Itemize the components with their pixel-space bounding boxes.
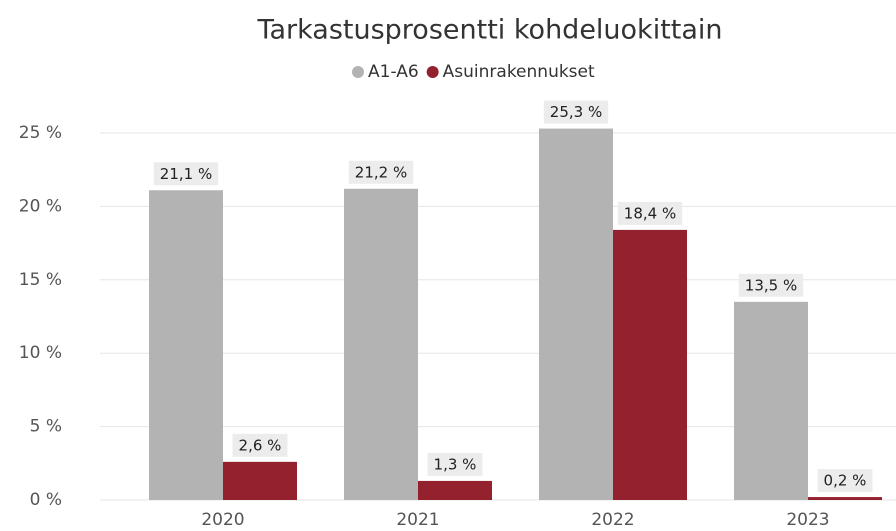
y-tick-label: 0 %: [30, 490, 62, 510]
data-label-bg: [427, 452, 483, 476]
legend-label: Asuinrakennukset: [443, 62, 595, 82]
data-label: 25,3 %: [543, 100, 609, 124]
data-label-text: 1,3 %: [434, 455, 477, 473]
data-label: 13,5 %: [738, 273, 804, 297]
data-label: 0,2 %: [817, 469, 873, 493]
bar: [539, 128, 613, 500]
data-label-bg: [232, 433, 288, 457]
bar: [734, 301, 808, 500]
data-label-text: 18,4 %: [624, 204, 676, 222]
data-label-bg: [738, 273, 804, 297]
data-label-text: 13,5 %: [745, 276, 797, 294]
x-tick-label: 2021: [396, 510, 439, 530]
y-tick-label: 20 %: [19, 196, 62, 216]
y-tick-label: 15 %: [19, 270, 62, 290]
data-label-text: 0,2 %: [824, 472, 867, 490]
x-tick-label: 2022: [591, 510, 634, 530]
data-label-text: 21,1 %: [160, 165, 212, 183]
data-label: 18,4 %: [617, 201, 683, 225]
bar: [344, 188, 418, 500]
y-tick-label: 5 %: [30, 417, 62, 437]
bar: [418, 480, 492, 500]
data-label: 2,6 %: [232, 433, 288, 457]
data-label: 21,2 %: [348, 160, 414, 184]
data-label-text: 21,2 %: [355, 163, 407, 181]
legend-marker: [352, 66, 364, 78]
bar: [149, 190, 223, 500]
bar: [613, 229, 687, 500]
legend-label: A1-A6: [368, 62, 419, 82]
bar: [223, 461, 297, 500]
y-tick-label: 25 %: [19, 123, 62, 143]
data-label-bg: [153, 162, 219, 186]
data-label-bg: [543, 100, 609, 124]
x-tick-label: 2023: [786, 510, 829, 530]
x-tick-label: 2020: [201, 510, 244, 530]
data-label: 21,1 %: [153, 162, 219, 186]
data-label-text: 2,6 %: [239, 436, 282, 454]
data-label-text: 25,3 %: [550, 103, 602, 121]
bar: [808, 497, 882, 500]
data-label-bg: [617, 201, 683, 225]
data-label: 1,3 %: [427, 452, 483, 476]
data-label-bg: [817, 469, 873, 493]
legend: A1-A6 Asuinrakennukset: [352, 62, 595, 82]
y-tick-label: 10 %: [19, 343, 62, 363]
chart-title: Tarkastusprosentti kohdeluokittain: [256, 15, 722, 46]
data-label-bg: [348, 160, 414, 184]
legend-marker: [426, 66, 439, 78]
